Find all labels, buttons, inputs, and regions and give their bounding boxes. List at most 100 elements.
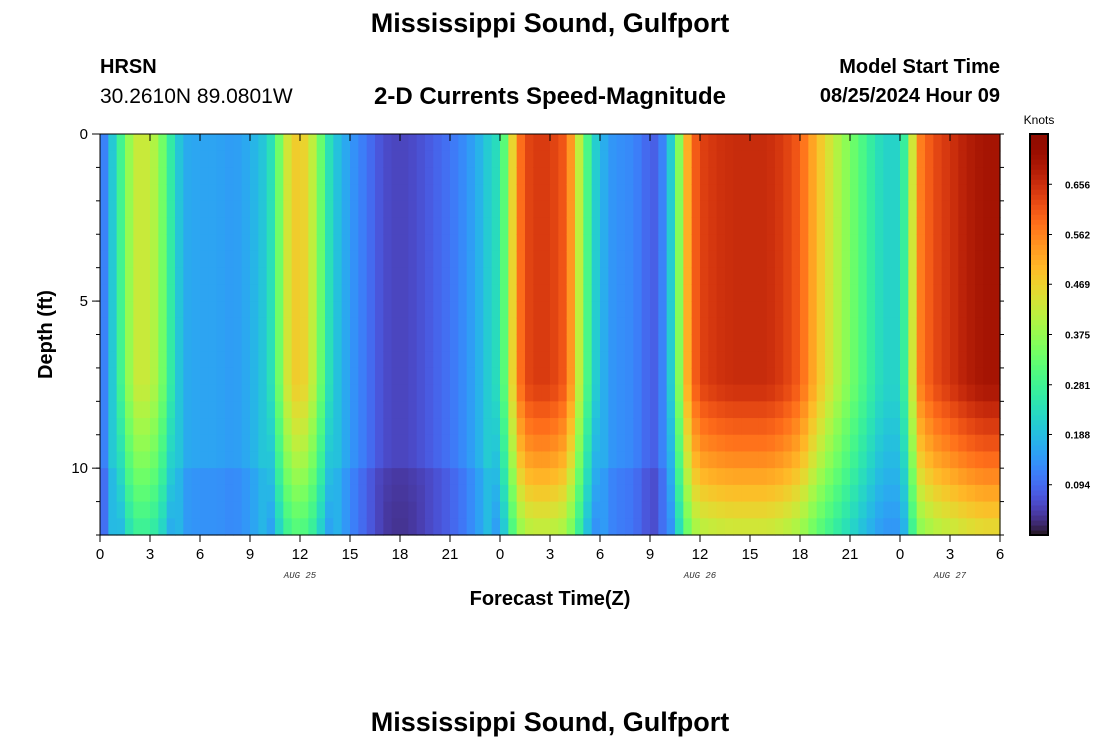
heatmap-cell — [658, 200, 668, 219]
heatmap-cell — [608, 468, 618, 486]
heatmap-cell — [375, 401, 384, 419]
heatmap-cell — [408, 367, 418, 386]
heatmap-cell — [441, 434, 451, 453]
x-axis-title: Forecast Time(Z) — [470, 588, 631, 610]
heatmap-cell — [458, 301, 468, 319]
heatmap-cell — [825, 200, 834, 219]
heatmap-cell — [183, 267, 193, 285]
heatmap-cell — [416, 484, 426, 503]
heatmap-cell — [691, 167, 701, 185]
heatmap-cell — [158, 167, 168, 185]
heatmap-cell — [850, 217, 859, 235]
heatmap-cell — [291, 434, 301, 453]
heatmap-cell — [800, 351, 809, 369]
heatmap-cell — [308, 317, 318, 336]
heatmap-cell — [825, 217, 834, 235]
heatmap-cell — [691, 418, 701, 436]
heatmap-cell — [808, 484, 818, 503]
heatmap-cell — [133, 184, 143, 202]
heatmap-cell — [966, 468, 976, 486]
heatmap-cell — [133, 367, 143, 386]
heatmap-cell — [633, 134, 643, 152]
heatmap-cell — [325, 267, 334, 285]
heatmap-cell — [233, 351, 243, 369]
heatmap-cell — [958, 434, 968, 453]
footer-title: Mississippi Sound, Gulfport — [370, 707, 730, 737]
heatmap-cell — [508, 468, 518, 486]
heatmap-cell — [941, 367, 951, 386]
heatmap-cell — [533, 284, 543, 302]
colorbar-segment — [1030, 269, 1048, 275]
heatmap-cell — [825, 384, 834, 402]
heatmap-cell — [241, 501, 251, 519]
heatmap-cell — [133, 484, 143, 503]
heatmap-cell — [208, 501, 218, 519]
heatmap-cell — [125, 284, 134, 302]
heatmap-cell — [308, 267, 318, 285]
heatmap-cell — [891, 451, 901, 469]
heatmap-cell — [291, 150, 301, 169]
heatmap-cell — [708, 217, 718, 235]
heatmap-cell — [950, 418, 959, 436]
heatmap-cell — [766, 250, 776, 269]
heatmap-cell — [825, 434, 834, 453]
heatmap-cell — [116, 367, 126, 386]
heatmap-cell — [800, 518, 809, 536]
heatmap-cell — [700, 451, 709, 469]
heatmap-cell — [483, 217, 493, 235]
heatmap-cell — [775, 200, 784, 219]
heatmap-cell — [600, 184, 609, 202]
heatmap-cell — [383, 250, 393, 269]
heatmap-cell — [783, 334, 793, 352]
heatmap-cell — [600, 468, 609, 486]
heatmap-cell — [150, 250, 159, 269]
heatmap-cell — [241, 184, 251, 202]
heatmap-cell — [591, 384, 601, 402]
colorbar-segment — [1030, 249, 1048, 255]
heatmap-cell — [200, 434, 209, 453]
heatmap-cell — [858, 284, 868, 302]
heatmap-cell — [491, 200, 501, 219]
heatmap-cell — [483, 518, 493, 536]
heatmap-cell — [850, 134, 859, 152]
heatmap-cell — [216, 134, 226, 152]
heatmap-cell — [666, 334, 676, 352]
heatmap-cell — [150, 434, 159, 453]
heatmap-cell — [750, 401, 759, 419]
heatmap-cell — [766, 217, 776, 235]
heatmap-cell — [450, 351, 459, 369]
heatmap-cell — [241, 351, 251, 369]
heatmap-cell — [100, 501, 109, 519]
heatmap-cell — [800, 317, 809, 336]
heatmap-cell — [391, 334, 401, 352]
heatmap-cell — [625, 134, 634, 152]
heatmap-cell — [175, 367, 184, 386]
heatmap-cell — [141, 351, 151, 369]
heatmap-cell — [900, 167, 909, 185]
heatmap-cell — [175, 267, 184, 285]
heatmap-cell — [258, 484, 268, 503]
heatmap-cell — [516, 384, 526, 402]
heatmap-cell — [833, 451, 843, 469]
heatmap-cell — [200, 484, 209, 503]
heatmap-cell — [316, 167, 326, 185]
heatmap-cell — [658, 150, 668, 169]
heatmap-cell — [783, 367, 793, 386]
heatmap-cell — [550, 234, 559, 252]
heatmap-cell — [616, 468, 626, 486]
heatmap-cell — [266, 184, 276, 202]
heatmap-cell — [208, 401, 218, 419]
heatmap-cell — [516, 150, 526, 169]
heatmap-cell — [775, 217, 784, 235]
heatmap-cell — [791, 451, 801, 469]
heatmap-cell — [700, 501, 709, 519]
heatmap-cell — [808, 234, 818, 252]
heatmap-cell — [500, 401, 509, 419]
heatmap-cell — [883, 267, 893, 285]
heatmap-cell — [541, 384, 551, 402]
heatmap-cell — [508, 518, 518, 536]
heatmap-cell — [216, 434, 226, 453]
heatmap-cell — [283, 267, 293, 285]
heatmap-cell — [416, 284, 426, 302]
heatmap-cell — [666, 434, 676, 453]
